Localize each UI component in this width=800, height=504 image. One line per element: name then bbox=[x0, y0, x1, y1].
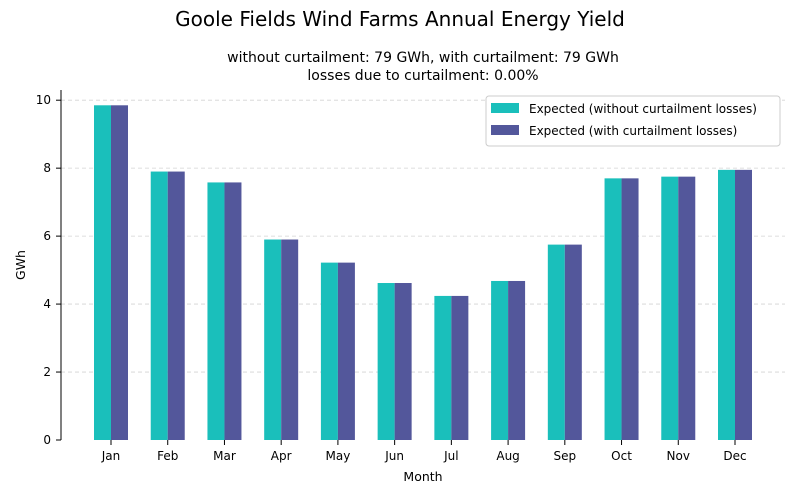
bars bbox=[94, 105, 752, 440]
bar-may-series-2 bbox=[337, 262, 355, 440]
bar-feb-series-2 bbox=[167, 171, 185, 440]
bar-sep-series-2 bbox=[564, 244, 582, 440]
bar-nov-series-1 bbox=[661, 176, 679, 440]
x-axis-label: Month bbox=[403, 469, 442, 484]
y-tick-label: 6 bbox=[43, 229, 51, 243]
y-tick-label: 4 bbox=[43, 297, 51, 311]
y-ticks: 0 2 4 6 8 10 bbox=[36, 93, 61, 447]
chart-subtitle-line-1: without curtailment: 79 GWh, with curtai… bbox=[227, 50, 619, 66]
bar-mar-series-2 bbox=[224, 182, 242, 440]
bar-jan-series-2 bbox=[111, 105, 128, 440]
legend-swatch-2 bbox=[491, 125, 519, 135]
y-axis-label: GWh bbox=[13, 250, 28, 280]
bar-oct-series-1 bbox=[604, 178, 622, 440]
x-tick-label: Jan bbox=[101, 449, 121, 463]
bar-jun-series-2 bbox=[394, 283, 412, 440]
bar-sep-series-1 bbox=[547, 244, 565, 440]
x-tick-label: May bbox=[326, 449, 351, 463]
legend-label-2: Expected (with curtailment losses) bbox=[529, 124, 737, 138]
legend-label-1: Expected (without curtailment losses) bbox=[529, 102, 757, 116]
x-tick-label: Oct bbox=[611, 449, 632, 463]
bar-jun-series-1 bbox=[377, 283, 395, 440]
x-tick-label: Mar bbox=[213, 449, 236, 463]
x-tick-label: Jul bbox=[443, 449, 458, 463]
chart-subtitle-line-2: losses due to curtailment: 0.00% bbox=[307, 68, 538, 84]
x-tick-label: Nov bbox=[667, 449, 690, 463]
bar-apr-series-1 bbox=[264, 239, 282, 440]
bar-jul-series-1 bbox=[434, 295, 452, 440]
bar-nov-series-2 bbox=[678, 176, 696, 440]
bar-aug-series-1 bbox=[491, 280, 509, 440]
x-tick-label: Sep bbox=[554, 449, 577, 463]
bar-jul-series-2 bbox=[451, 295, 469, 440]
bar-dec-series-2 bbox=[735, 169, 752, 440]
bar-may-series-1 bbox=[320, 262, 338, 440]
bar-apr-series-2 bbox=[281, 239, 299, 440]
x-tick-label: Feb bbox=[157, 449, 178, 463]
legend: Expected (without curtailment losses) Exp… bbox=[485, 95, 781, 147]
x-tick-label: Jun bbox=[384, 449, 404, 463]
x-tick-label: Apr bbox=[271, 449, 292, 463]
bar-mar-series-1 bbox=[207, 182, 225, 440]
legend-box bbox=[485, 95, 781, 147]
y-tick-label: 8 bbox=[43, 161, 51, 175]
chart-title: Goole Fields Wind Farms Annual Energy Yi… bbox=[175, 7, 625, 31]
bar-feb-series-1 bbox=[150, 171, 168, 440]
bar-aug-series-2 bbox=[508, 280, 526, 440]
bar-oct-series-2 bbox=[621, 178, 639, 440]
legend-swatch-1 bbox=[491, 103, 519, 113]
x-ticks: Jan Feb Mar Apr May Jun Jul Aug Sep Oct Nov Dec bbox=[101, 440, 747, 463]
bar-dec-series-1 bbox=[718, 169, 735, 440]
y-tick-label: 10 bbox=[36, 93, 51, 107]
y-tick-label: 0 bbox=[43, 433, 51, 447]
x-tick-label: Aug bbox=[496, 449, 519, 463]
x-tick-label: Dec bbox=[723, 449, 746, 463]
bar-jan-series-1 bbox=[94, 105, 111, 440]
y-tick-label: 2 bbox=[43, 365, 51, 379]
